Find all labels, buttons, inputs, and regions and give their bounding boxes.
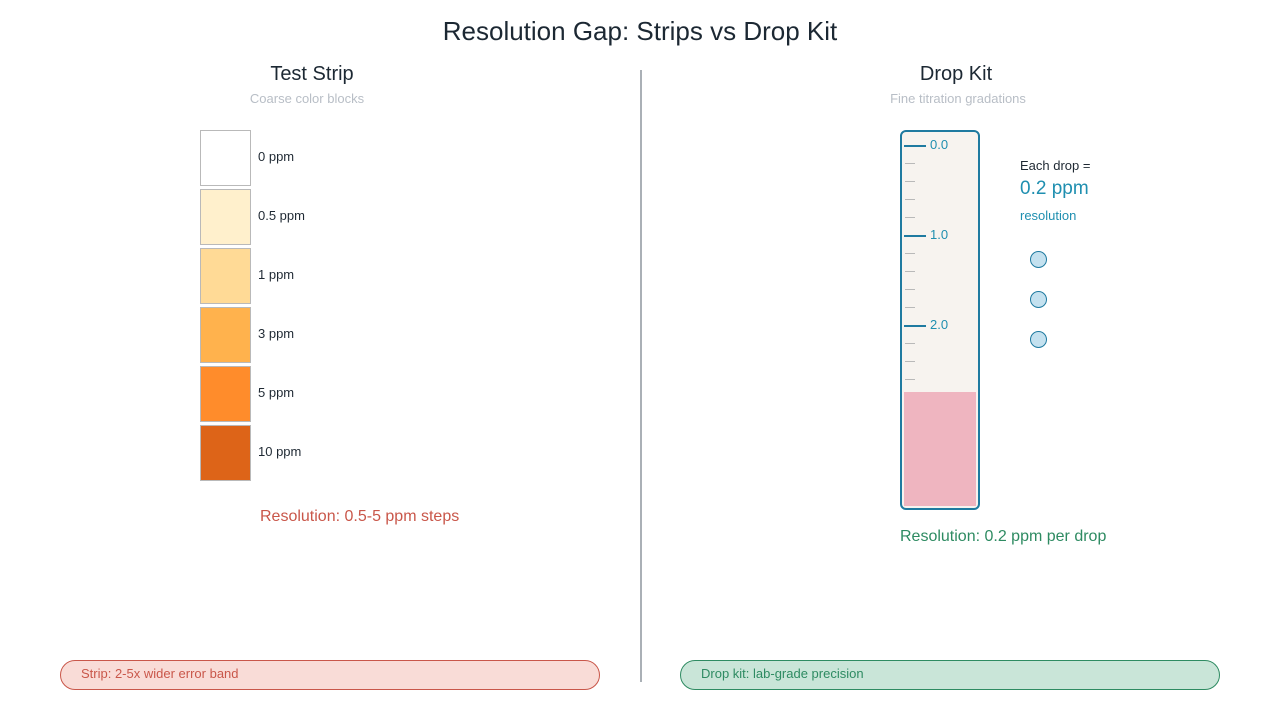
tube-minor-tick — [905, 307, 915, 308]
drop-icon — [1030, 331, 1047, 348]
kit-panel-subtitle: Fine titration gradations — [890, 91, 1026, 106]
tube-scale-label-2: 2.0 — [930, 317, 949, 332]
strip-swatch-label-1: 0.5 ppm — [258, 208, 305, 223]
tube-minor-tick — [905, 163, 915, 164]
drop-info-caption: resolution — [1020, 208, 1077, 223]
tube-minor-tick — [905, 181, 915, 182]
titration-tube — [900, 130, 980, 510]
strip-swatch-label-4: 5 ppm — [258, 385, 295, 400]
tube-minor-tick — [905, 271, 915, 272]
strip-swatch-label-0: 0 ppm — [258, 149, 295, 164]
strip-swatch-3 — [200, 307, 251, 363]
tube-minor-tick — [905, 289, 915, 290]
tube-major-tick-1 — [904, 235, 926, 237]
tube-minor-tick — [905, 361, 915, 362]
kit-note-badge: Drop kit: lab-grade precision — [680, 660, 1220, 690]
kit-resolution-text: Resolution: 0.2 ppm per drop — [900, 528, 1107, 545]
page-title: Resolution Gap: Strips vs Drop Kit — [442, 16, 838, 46]
strip-swatch-label-5: 10 ppm — [258, 444, 302, 459]
tube-scale-label-0: 0.0 — [930, 137, 949, 152]
tube-fill-level — [904, 392, 976, 506]
panel-divider — [640, 70, 642, 682]
strip-swatch-4 — [200, 366, 251, 422]
strip-resolution-text: Resolution: 0.5-5 ppm steps — [260, 508, 460, 525]
tube-major-tick-0 — [904, 145, 926, 147]
strip-swatch-label-2: 1 ppm — [258, 267, 295, 282]
strip-note-badge: Strip: 2-5x wider error band — [60, 660, 600, 690]
strip-note-text: Strip: 2-5x wider error band — [81, 666, 239, 681]
tube-minor-tick — [905, 217, 915, 218]
drop-icon — [1030, 251, 1047, 268]
tube-major-tick-2 — [904, 325, 926, 327]
tube-minor-tick — [905, 253, 915, 254]
drop-icon — [1030, 291, 1047, 308]
strip-swatch-2 — [200, 248, 251, 304]
tube-minor-tick — [905, 379, 915, 380]
drop-info-value: 0.2 ppm — [1020, 178, 1089, 199]
tube-minor-tick — [905, 199, 915, 200]
strip-swatch-1 — [200, 189, 251, 245]
tube-scale-label-1: 1.0 — [930, 227, 949, 242]
strip-swatch-0 — [200, 130, 251, 186]
strip-panel-title: Test Strip — [270, 63, 354, 85]
strip-swatch-label-3: 3 ppm — [258, 326, 295, 341]
strip-swatch-5 — [200, 425, 251, 481]
kit-note-text: Drop kit: lab-grade precision — [701, 666, 864, 681]
kit-panel-title: Drop Kit — [919, 63, 993, 85]
tube-minor-tick — [905, 343, 915, 344]
strip-panel-subtitle: Coarse color blocks — [249, 91, 365, 106]
drop-info-label: Each drop = — [1020, 158, 1091, 173]
